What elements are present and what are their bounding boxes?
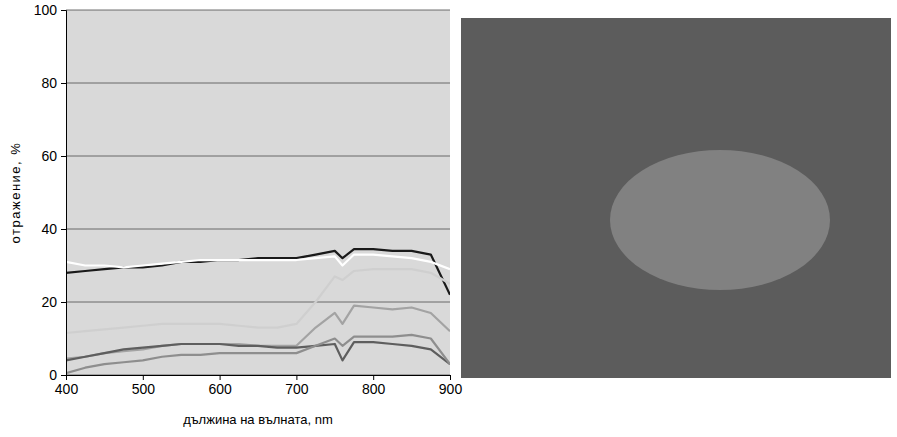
tick-label: 60 [41, 148, 57, 164]
series-group [66, 249, 450, 373]
tick-mark [61, 10, 66, 11]
grid-line [66, 229, 450, 230]
tick-label: 900 [439, 381, 463, 397]
grid-line [66, 10, 450, 11]
tick-mark [143, 375, 144, 380]
grid-line [66, 156, 450, 157]
plot-area [66, 10, 450, 375]
series-line [66, 255, 450, 270]
tick: 100 [34, 2, 66, 18]
tick-label: 500 [132, 381, 156, 397]
series-line [66, 269, 450, 333]
tick: 800 [362, 375, 386, 397]
tick: 400 [55, 375, 79, 397]
tick-mark [61, 229, 66, 230]
axis-line [67, 376, 451, 381]
tick: 900 [439, 375, 463, 397]
tick: 500 [132, 375, 156, 397]
tick-label: 0 [49, 367, 57, 383]
tick-label: 700 [285, 381, 309, 397]
y-axis-title: отражение, % [8, 142, 23, 244]
tick-label: 800 [362, 381, 386, 397]
series-line [66, 249, 450, 295]
series-line [66, 306, 450, 359]
tick-mark [296, 375, 297, 380]
tick: 700 [285, 375, 309, 397]
tick: 60 [41, 148, 66, 164]
tick: 20 [41, 294, 66, 310]
grid-line [66, 302, 450, 303]
tick-label: 600 [208, 381, 232, 397]
tick-mark [61, 83, 66, 84]
tick-label: 400 [55, 381, 79, 397]
photo-patch [610, 150, 830, 290]
tick: 0 [49, 367, 66, 383]
axis-line [61, 11, 67, 376]
tick-mark [61, 302, 66, 303]
x-axis: 400 500 600 700 800 900 [55, 375, 463, 397]
tick-label: 80 [41, 75, 57, 91]
y-axis: 0 20 40 60 80 100 [34, 2, 67, 383]
grid [66, 10, 450, 375]
tick-mark [373, 375, 374, 380]
grid-line [66, 83, 450, 84]
x-axis-title: дължина на вълната, nm [183, 412, 333, 427]
tick-mark [61, 156, 66, 157]
tick-mark [450, 375, 451, 380]
chart: 400 500 600 700 800 900 0 20 40 60 80 100 дължина на… [0, 0, 897, 437]
tick-label: 20 [41, 294, 57, 310]
series-line [66, 335, 450, 373]
photo-panel [461, 18, 891, 378]
tick: 80 [41, 75, 66, 91]
tick: 600 [208, 375, 232, 397]
tick-label: 100 [34, 2, 58, 18]
tick-mark [61, 375, 66, 376]
tick-mark [220, 375, 221, 380]
tick-label: 40 [41, 221, 57, 237]
tick: 40 [41, 221, 66, 237]
